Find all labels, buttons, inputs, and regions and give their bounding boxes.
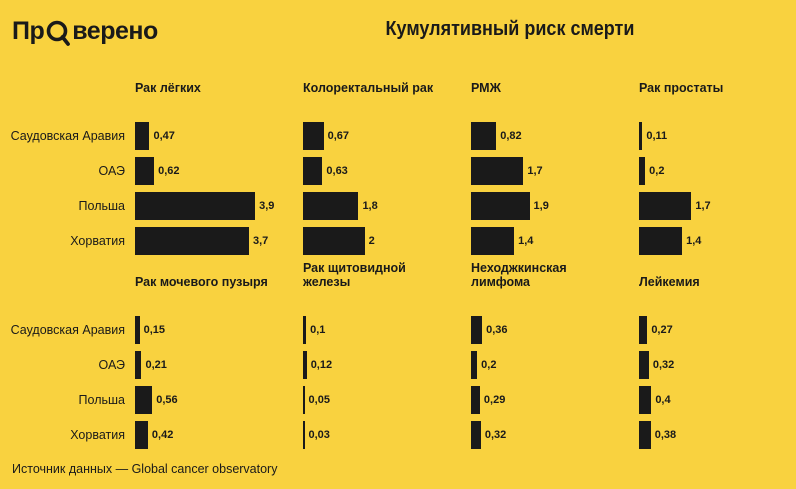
bar [303, 316, 307, 344]
bar [639, 227, 683, 255]
value-label: 1,7 [527, 165, 543, 177]
bar [135, 122, 150, 150]
value-label: 1,9 [533, 200, 549, 212]
panel-title: Рак лёгких [135, 81, 201, 95]
bar [471, 192, 530, 220]
brand-suffix: верено [72, 17, 158, 45]
country-label: Хорватия [70, 234, 125, 248]
value-label: 3,7 [252, 235, 269, 247]
bar [303, 386, 305, 414]
bar [135, 157, 155, 185]
value-label: 1,4 [686, 235, 702, 247]
bar [639, 122, 643, 150]
value-label: 0,05 [308, 394, 330, 406]
bar [303, 227, 365, 255]
value-label: 0,29 [483, 394, 506, 406]
value-label: 1,4 [518, 235, 534, 247]
bar [303, 122, 324, 150]
country-label: ОАЭ [98, 358, 126, 372]
country-label: Польша [78, 393, 125, 407]
bar [303, 421, 305, 449]
value-label: 0,63 [326, 165, 348, 177]
country-label: Польша [78, 199, 125, 213]
bar [135, 351, 142, 379]
magnifier-icon [45, 14, 71, 48]
bar [471, 157, 524, 185]
value-label: 0,27 [651, 324, 673, 336]
value-label: 0,2 [649, 165, 665, 177]
value-label: 1,8 [362, 200, 378, 212]
value-label: 0,1 [310, 324, 326, 336]
panel-title: Рак щитовидной железы [303, 261, 406, 289]
bar [639, 157, 646, 185]
panel-title: Неходжкинская лимфома [471, 261, 567, 289]
country-label: ОАЭ [98, 164, 126, 178]
panel-title: Рак простаты [639, 81, 724, 95]
panel-title: Лейкемия [639, 275, 700, 289]
bar [303, 192, 359, 220]
bar [135, 421, 148, 449]
source-note: Источник данных — Global cancer observat… [12, 462, 278, 476]
bar [639, 386, 652, 414]
value-label: 0,2 [481, 359, 497, 371]
value-label: 0,67 [327, 130, 350, 142]
value-label: 0,4 [655, 394, 671, 406]
bar [135, 316, 140, 344]
panel-title: Рак мочевого пузыря [135, 275, 268, 289]
bar [471, 421, 481, 449]
value-label: 3,9 [259, 200, 275, 212]
value-label: 0,32 [484, 429, 507, 441]
value-label: 1,7 [695, 200, 711, 212]
value-label: 2 [368, 235, 375, 247]
value-label: 0,47 [153, 130, 175, 142]
value-label: 0,12 [310, 359, 333, 371]
bar [471, 316, 483, 344]
bar [135, 227, 249, 255]
brand-prefix: Пр [12, 17, 45, 45]
chart-title: Кумулятивный риск смерти [385, 18, 635, 40]
brand-logo: Пр верено [12, 14, 158, 48]
country-label: Хорватия [70, 428, 125, 442]
country-label: Саудовская Аравия [10, 129, 125, 143]
bar [135, 192, 256, 220]
value-label: 0,42 [151, 429, 174, 441]
bar [471, 227, 515, 255]
value-label: 0,36 [486, 324, 508, 336]
value-label: 0,38 [654, 429, 677, 441]
bar [639, 421, 651, 449]
value-label: 0,21 [145, 359, 167, 371]
bar [639, 192, 692, 220]
country-label: Саудовская Аравия [10, 323, 125, 337]
bar [639, 316, 648, 344]
value-label: 0,32 [652, 359, 675, 371]
value-label: 0,62 [158, 165, 180, 177]
bar [471, 351, 478, 379]
value-label: 0,56 [156, 394, 178, 406]
bar [471, 122, 497, 150]
value-label: 0,15 [143, 324, 166, 336]
panel-title: Колоректальный рак [303, 81, 434, 95]
panel-title: РМЖ [471, 81, 501, 95]
bar [135, 386, 153, 414]
bar [639, 351, 649, 379]
value-label: 0,82 [500, 130, 522, 142]
bar [303, 351, 307, 379]
bar [471, 386, 480, 414]
value-label: 0,03 [308, 429, 330, 441]
bar [303, 157, 323, 185]
value-label: 0,11 [646, 130, 668, 142]
